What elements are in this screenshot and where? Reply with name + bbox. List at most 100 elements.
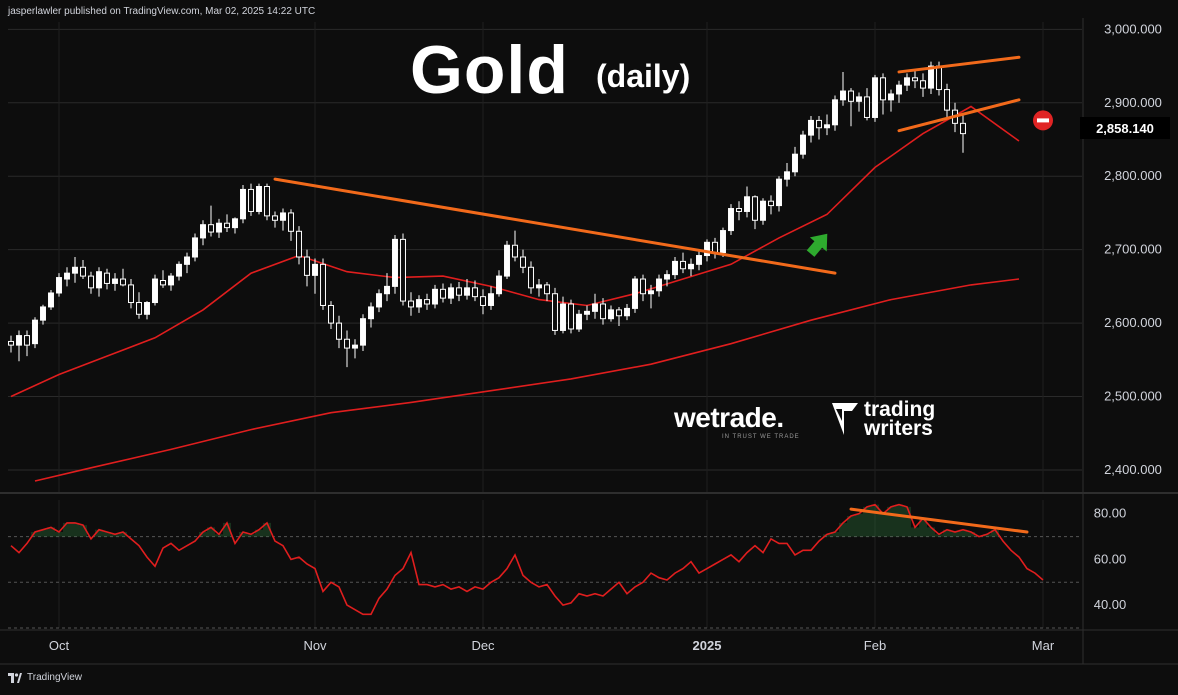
candle bbox=[552, 287, 558, 335]
trading-writers-word-2: writers bbox=[864, 417, 933, 440]
time-tick-label: Feb bbox=[864, 638, 886, 653]
candle-body-bullish bbox=[312, 263, 318, 276]
candle bbox=[112, 273, 118, 291]
candle-body-bearish bbox=[480, 296, 486, 306]
candle bbox=[336, 315, 342, 349]
trendline bbox=[897, 98, 1021, 133]
candle-body-bullish bbox=[48, 292, 54, 308]
candle-body-bullish bbox=[40, 306, 46, 321]
candle-body-bearish bbox=[104, 272, 110, 284]
price-tick-label: 3,000.000 bbox=[1104, 21, 1162, 36]
trendline bbox=[273, 177, 837, 275]
candle-body-bearish bbox=[272, 215, 278, 221]
candle bbox=[872, 74, 878, 122]
candle-body-bullish bbox=[576, 313, 582, 330]
bullish-signal-arrow-icon bbox=[806, 233, 828, 257]
wetrade-tagline: IN TRUST WE TRADE bbox=[722, 434, 800, 440]
candle-body-bearish bbox=[264, 186, 270, 217]
candle-body-bearish bbox=[472, 287, 478, 298]
candle-body-bullish bbox=[240, 188, 246, 220]
candle-body-bullish bbox=[744, 196, 750, 212]
candle-body-bullish bbox=[96, 271, 102, 289]
candle bbox=[600, 298, 606, 325]
candle-body-bullish bbox=[392, 238, 398, 287]
candle bbox=[648, 284, 654, 309]
candle bbox=[16, 330, 22, 362]
candle bbox=[760, 198, 766, 225]
candle-body-bearish bbox=[552, 293, 558, 331]
candle-body-bullish bbox=[184, 256, 190, 265]
candle bbox=[248, 183, 254, 216]
candle-body-bullish bbox=[656, 278, 662, 292]
candle bbox=[32, 317, 38, 349]
candle bbox=[408, 292, 414, 316]
candle-body-bullish bbox=[376, 293, 382, 308]
candle bbox=[488, 286, 494, 310]
candle bbox=[232, 217, 238, 234]
candle-body-bullish bbox=[464, 287, 470, 296]
candle bbox=[392, 234, 398, 294]
candle bbox=[792, 146, 798, 177]
candle-body-bearish bbox=[768, 200, 774, 207]
candle-body-bearish bbox=[520, 256, 526, 268]
candle bbox=[960, 113, 966, 153]
candle-body-bearish bbox=[864, 96, 870, 118]
candle bbox=[256, 183, 262, 215]
candle-body-bullish bbox=[840, 90, 846, 101]
candle-body-bearish bbox=[328, 304, 334, 324]
candle bbox=[424, 293, 430, 310]
candle bbox=[96, 267, 102, 297]
candle-body-bullish bbox=[72, 266, 78, 274]
candle bbox=[240, 185, 246, 224]
candle bbox=[888, 89, 894, 112]
candle bbox=[224, 214, 230, 233]
candle-body-bullish bbox=[760, 200, 766, 221]
candle-body-bullish bbox=[928, 65, 934, 89]
candle-body-bullish bbox=[784, 171, 790, 180]
rsi-tick-label: 40.00 bbox=[1094, 597, 1127, 612]
time-tick-label: Dec bbox=[471, 638, 495, 653]
candle-body-bullish bbox=[200, 224, 206, 239]
candle-body-bearish bbox=[336, 322, 342, 340]
rsi-line bbox=[10, 503, 1044, 616]
candle-body-bearish bbox=[616, 309, 622, 317]
candle-body-bullish bbox=[168, 275, 174, 286]
candle bbox=[8, 335, 14, 353]
candle bbox=[720, 227, 726, 257]
candle bbox=[416, 295, 422, 313]
tradingview-footer: TradingView bbox=[8, 672, 82, 683]
trendline bbox=[897, 55, 1021, 74]
rsi-tick-label: 60.00 bbox=[1094, 551, 1127, 566]
candle bbox=[376, 289, 382, 313]
candle-body-bullish bbox=[688, 263, 694, 270]
candle-body-bullish bbox=[832, 99, 838, 126]
candle-body-bullish bbox=[536, 284, 542, 289]
candle bbox=[912, 69, 918, 89]
candle-body-bullish bbox=[648, 290, 654, 295]
price-tick-label: 2,700.000 bbox=[1104, 242, 1162, 257]
candle-body-bearish bbox=[712, 241, 718, 254]
candle bbox=[72, 257, 78, 283]
candle-body-bullish bbox=[824, 124, 830, 129]
candle bbox=[472, 280, 478, 302]
candle bbox=[136, 292, 142, 319]
candle bbox=[104, 268, 110, 290]
candle-body-bullish bbox=[608, 309, 614, 320]
candle-body-bearish bbox=[680, 260, 686, 270]
chart-title: Gold bbox=[410, 32, 569, 108]
candle bbox=[832, 95, 838, 131]
time-tick-label: 2025 bbox=[693, 638, 722, 653]
candle-body-bullish bbox=[368, 306, 374, 320]
candle bbox=[544, 281, 550, 302]
candle-body-bullish bbox=[624, 307, 630, 317]
candle bbox=[856, 92, 862, 112]
candle bbox=[160, 270, 166, 288]
chart-subtitle: (daily) bbox=[596, 58, 691, 94]
candle bbox=[480, 289, 486, 315]
candle bbox=[520, 249, 526, 274]
candle bbox=[904, 73, 910, 92]
price-tick-label: 2,900.000 bbox=[1104, 95, 1162, 110]
candle-body-bullish bbox=[176, 263, 182, 277]
